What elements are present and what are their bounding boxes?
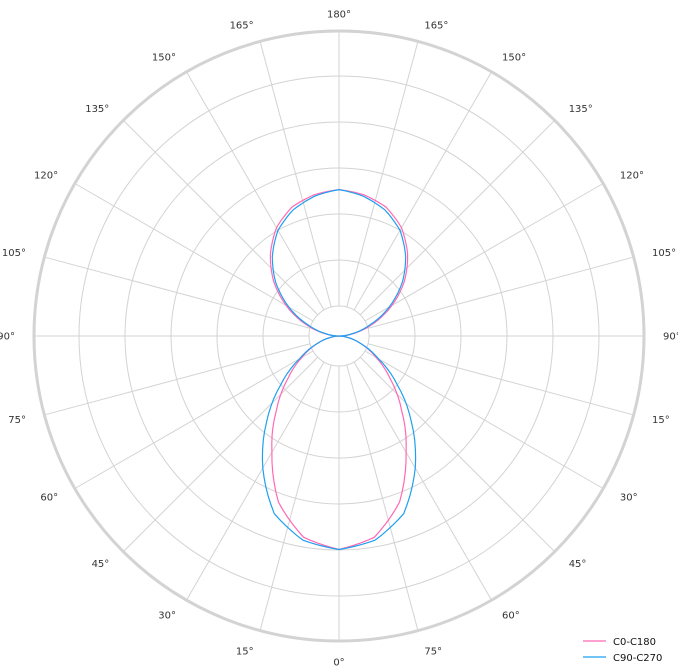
grid-spoke bbox=[186, 71, 325, 311]
grid-spoke bbox=[359, 356, 556, 553]
grid-spoke bbox=[353, 361, 492, 601]
grid-spoke bbox=[259, 364, 332, 631]
legend-label-c0-c180: C0-C180 bbox=[613, 637, 656, 648]
angle-tick-label: 135° bbox=[85, 104, 109, 115]
angle-tick-label: 60° bbox=[502, 610, 520, 621]
angle-tick-label: 90° bbox=[0, 332, 15, 343]
angle-tick-label: 0° bbox=[333, 658, 344, 669]
legend-label-c90-c270: C90-C270 bbox=[613, 653, 662, 664]
angle-tick-label: 135° bbox=[569, 104, 593, 115]
angle-tick-label: 180° bbox=[327, 10, 351, 21]
polar-grid bbox=[32, 29, 646, 643]
angle-tick-label: 120° bbox=[34, 171, 58, 182]
grid-spoke bbox=[186, 361, 325, 601]
grid-spoke bbox=[44, 343, 311, 416]
angle-tick-label: 105° bbox=[2, 248, 26, 259]
grid-spoke bbox=[74, 350, 314, 489]
series-line-c90-c270 bbox=[261, 188, 417, 551]
angle-tick-label: 30° bbox=[620, 493, 638, 504]
grid-spoke bbox=[346, 364, 419, 631]
grid-spoke bbox=[367, 343, 634, 416]
angle-tick-label: 45° bbox=[92, 559, 110, 570]
grid-spoke bbox=[367, 256, 634, 329]
angle-tick-label: 165° bbox=[424, 20, 448, 31]
grid-spoke bbox=[359, 119, 556, 316]
series-curves bbox=[261, 188, 417, 551]
angle-tick-label: 105° bbox=[652, 248, 676, 259]
grid-spoke bbox=[353, 71, 492, 311]
angle-tick-label: 60° bbox=[40, 493, 58, 504]
angle-tick-label: 150° bbox=[152, 53, 176, 64]
grid-spoke bbox=[364, 350, 604, 489]
angle-tick-label: 120° bbox=[620, 171, 644, 182]
angle-tick-label: 30° bbox=[158, 610, 176, 621]
grid-spoke bbox=[346, 41, 419, 308]
grid-spoke bbox=[259, 41, 332, 308]
grid-spoke bbox=[74, 183, 314, 322]
angle-tick-label: 165° bbox=[230, 20, 254, 31]
grid-spoke bbox=[122, 356, 319, 553]
angle-tick-label: 45° bbox=[569, 559, 587, 570]
grid-spoke bbox=[122, 119, 319, 316]
legend: C0-C180 C90-C270 bbox=[583, 637, 662, 664]
angle-tick-label: 90° bbox=[663, 332, 678, 343]
angle-tick-label: 75° bbox=[8, 415, 26, 426]
grid-spoke bbox=[44, 256, 311, 329]
angle-tick-label: 15° bbox=[236, 647, 254, 658]
angle-tick-label: 150° bbox=[502, 53, 526, 64]
angle-tick-label: 15° bbox=[652, 415, 670, 426]
angle-tick-labels: 180° 165° 150° 135° 120° 105° 90° 15° 30° 45° 60° 7… bbox=[0, 10, 678, 669]
grid-spoke bbox=[364, 183, 604, 322]
angle-tick-label: 75° bbox=[424, 647, 442, 658]
